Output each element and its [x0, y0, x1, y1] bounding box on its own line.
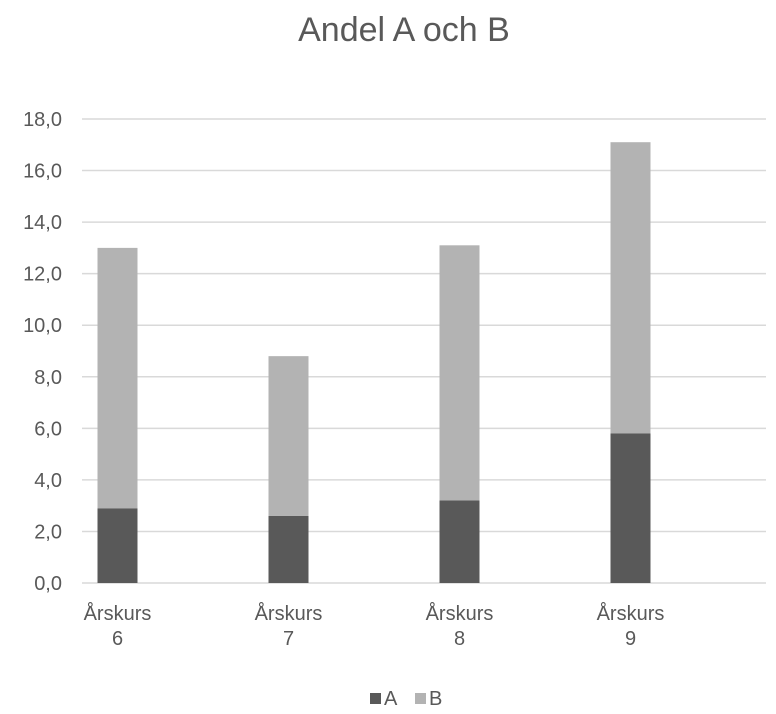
y-tick-label: 4,0: [34, 470, 62, 492]
bar-a-4: [610, 433, 651, 583]
legend-label-b: B: [429, 688, 442, 710]
legend-swatch-b: [415, 693, 426, 704]
y-tick-label: 18,0: [23, 109, 62, 131]
bar-b-1: [97, 247, 138, 509]
bar-b-3: [439, 245, 480, 501]
legend-label-a: A: [384, 688, 398, 710]
y-tick-label: 14,0: [23, 212, 62, 234]
y-tick-label: 16,0: [23, 161, 62, 183]
bar-a-1: [97, 508, 138, 583]
y-tick-label: 10,0: [23, 315, 62, 337]
bar-b-2: [268, 356, 309, 516]
chart-title: Andel A och B: [298, 11, 510, 49]
gridlines: [82, 118, 766, 584]
x-category-label: Årskurs 7: [255, 602, 323, 650]
legend-swatch-a: [370, 693, 381, 704]
bar-b-4: [610, 142, 651, 434]
y-tick-label: 2,0: [34, 521, 62, 543]
y-tick-label: 12,0: [23, 264, 62, 286]
y-tick-label: 8,0: [34, 367, 62, 389]
x-category-label: Årskurs 9: [597, 602, 665, 650]
y-tick-label: 0,0: [34, 573, 62, 595]
bar-a-2: [268, 515, 309, 583]
y-axis-tick-labels: 0,0 2,0 4,0 6,0 8,0 10,0 12,0 14,0 16,0 18,0: [23, 109, 62, 595]
x-category-label: Årskurs 6: [84, 602, 152, 650]
x-category-label: Årskurs 8: [426, 602, 494, 650]
x-axis-category-labels: Årskurs 6 Årskurs 7 Årskurs 8 Årskurs 9: [84, 602, 665, 650]
bars: [97, 142, 651, 583]
bar-a-3: [439, 500, 480, 583]
y-tick-label: 6,0: [34, 418, 62, 440]
